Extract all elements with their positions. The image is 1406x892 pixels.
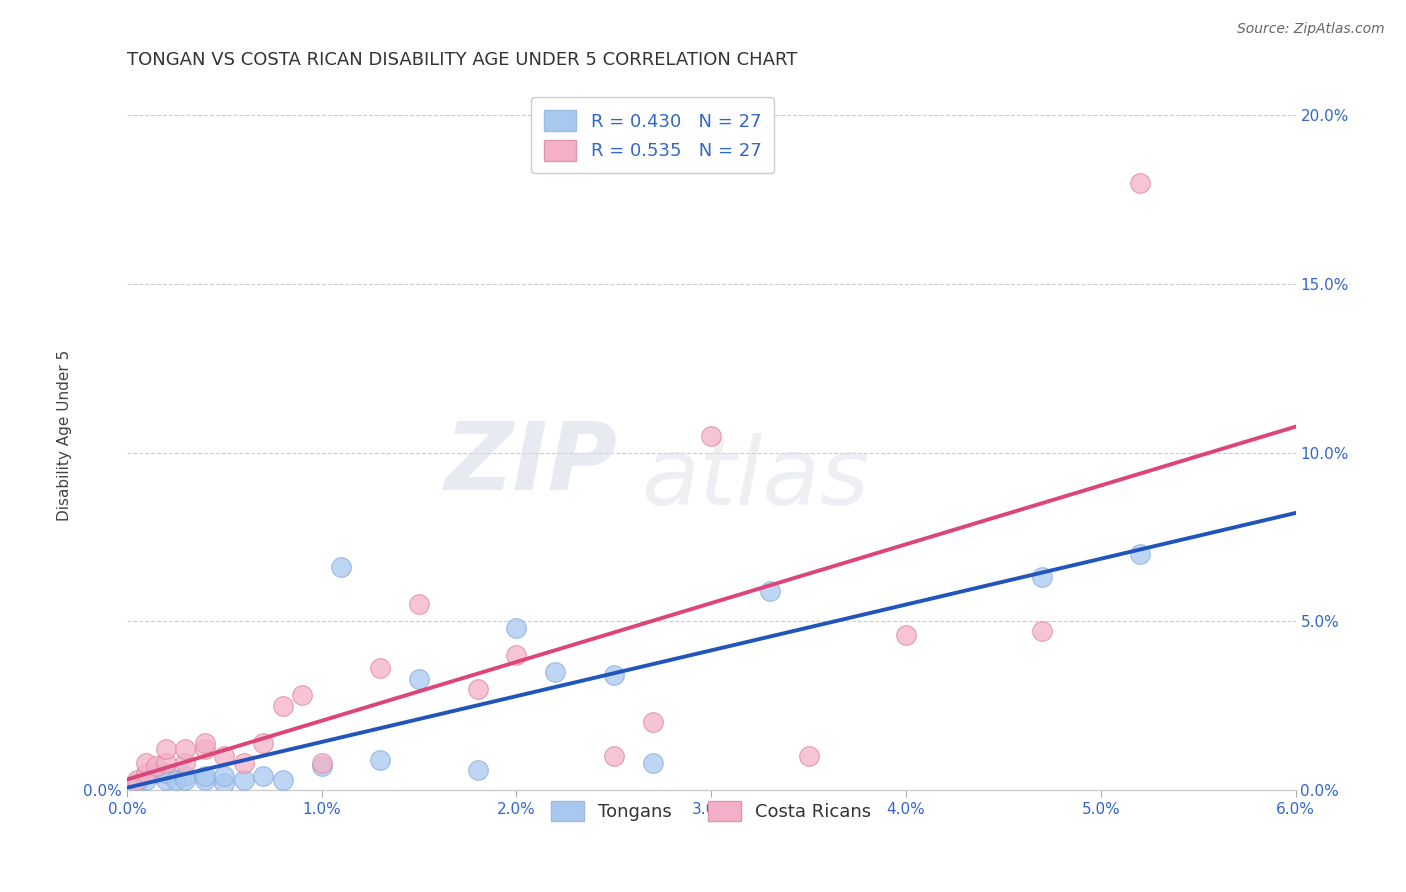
Point <box>603 668 626 682</box>
Point <box>194 742 217 756</box>
Text: atlas: atlas <box>641 433 869 524</box>
Point <box>1031 624 1053 639</box>
Point <box>1129 547 1152 561</box>
Text: Source: ZipAtlas.com: Source: ZipAtlas.com <box>1237 22 1385 37</box>
Point <box>641 756 664 770</box>
Point <box>797 749 820 764</box>
Point <box>603 749 626 764</box>
Point <box>174 769 197 783</box>
Point <box>311 759 333 773</box>
Point <box>194 769 217 783</box>
Point <box>165 772 187 787</box>
Point <box>252 736 274 750</box>
Point <box>758 583 780 598</box>
Point <box>155 742 177 756</box>
Point <box>214 776 236 790</box>
Point <box>271 698 294 713</box>
Point <box>700 428 723 442</box>
Point <box>1031 570 1053 584</box>
Point <box>311 756 333 770</box>
Point <box>641 715 664 730</box>
Point <box>232 756 254 770</box>
Point <box>505 648 527 662</box>
Point <box>125 772 148 787</box>
Text: ZIP: ZIP <box>444 418 617 510</box>
Point <box>155 756 177 770</box>
Point <box>1129 176 1152 190</box>
Point <box>194 772 217 787</box>
Point <box>214 749 236 764</box>
Legend: Tongans, Costa Ricans: Tongans, Costa Ricans <box>538 788 884 834</box>
Point <box>174 756 197 770</box>
Point <box>155 772 177 787</box>
Point <box>214 769 236 783</box>
Point <box>894 628 917 642</box>
Point <box>135 756 157 770</box>
Point <box>271 772 294 787</box>
Text: TONGAN VS COSTA RICAN DISABILITY AGE UNDER 5 CORRELATION CHART: TONGAN VS COSTA RICAN DISABILITY AGE UND… <box>127 51 797 69</box>
Point <box>505 621 527 635</box>
Point <box>145 759 167 773</box>
Point <box>408 598 430 612</box>
Point <box>135 766 157 780</box>
Point <box>155 766 177 780</box>
Point <box>145 766 167 780</box>
Point <box>194 736 217 750</box>
Point <box>174 772 197 787</box>
Point <box>467 763 489 777</box>
Point <box>252 769 274 783</box>
Point <box>174 742 197 756</box>
Point <box>135 772 157 787</box>
Point <box>330 560 353 574</box>
Y-axis label: Disability Age Under 5: Disability Age Under 5 <box>58 350 72 521</box>
Point <box>408 672 430 686</box>
Point <box>125 776 148 790</box>
Point <box>291 689 314 703</box>
Point <box>544 665 567 679</box>
Point <box>368 661 391 675</box>
Point <box>368 753 391 767</box>
Point <box>467 681 489 696</box>
Point <box>232 772 254 787</box>
